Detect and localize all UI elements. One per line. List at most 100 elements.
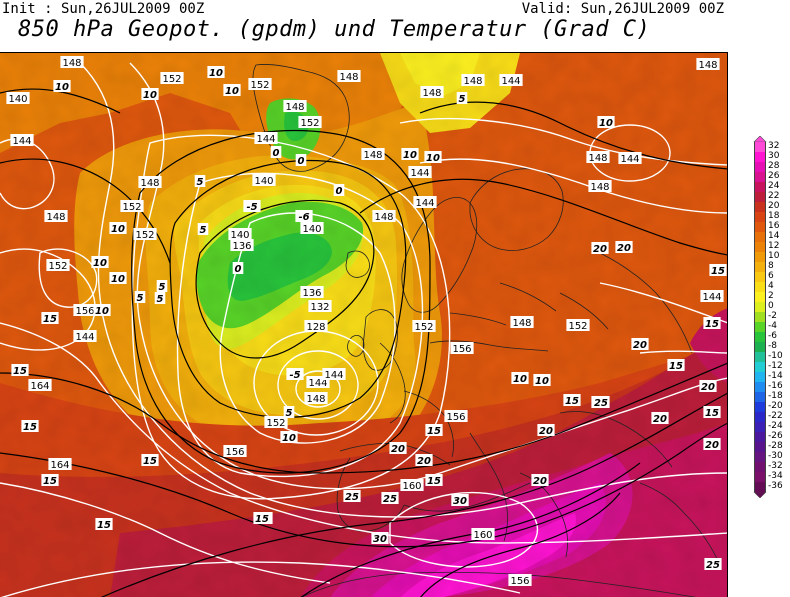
temperature-label-text: 10 xyxy=(599,118,613,129)
legend-swatch xyxy=(754,232,766,242)
geopotential-labels: 148 152 152 148 144 140 144 148 152 152 144 152 148 1… xyxy=(6,56,724,587)
legend-level: -36 xyxy=(748,481,790,492)
legend-swatch xyxy=(754,472,766,482)
geopotential-label-text: 136 xyxy=(302,288,321,299)
temperature-label: 15 xyxy=(667,359,685,372)
temperature-label-text: 10 xyxy=(426,153,440,164)
temperature-label: 15 xyxy=(703,406,721,419)
temperature-label: 5 xyxy=(283,406,295,419)
temperature-label: 15 xyxy=(709,264,727,277)
legend-swatch xyxy=(754,252,766,262)
temperature-label: 20 xyxy=(591,242,609,255)
legend-level: 18 xyxy=(748,211,790,222)
geopotential-label: 148 xyxy=(588,180,612,193)
temperature-label: 20 xyxy=(415,454,433,467)
legend-label: 28 xyxy=(768,161,780,171)
geopotential-label: 160 xyxy=(471,528,495,541)
temperature-label-text: 5 xyxy=(159,282,166,293)
legend-label: 16 xyxy=(768,221,780,231)
coastlines xyxy=(252,64,721,597)
temperature-label-text: 5 xyxy=(137,293,144,304)
geopotential-label: 152 xyxy=(412,320,436,333)
temperature-label-text: 0 xyxy=(235,264,242,275)
temperature-label: 20 xyxy=(631,338,649,351)
geopotential-label-text: 156 xyxy=(446,412,465,423)
temperature-label: 5 xyxy=(197,223,209,236)
geopotential-label-text: 140 xyxy=(8,94,27,105)
legend-label: -4 xyxy=(768,321,777,331)
legend-level: -26 xyxy=(748,431,790,442)
temperature-label: 20 xyxy=(537,424,555,437)
legend-swatch xyxy=(754,192,766,202)
legend-label: -36 xyxy=(768,481,783,491)
geopotential-label: 140 xyxy=(300,222,324,235)
legend-level: -16 xyxy=(748,381,790,392)
temperature-label: 5 xyxy=(154,292,166,305)
temperature-label: 10 xyxy=(207,66,225,79)
geopotential-label: 156 xyxy=(223,445,247,458)
temperature-label-text: 20 xyxy=(617,243,631,254)
geopotential-label: 156 xyxy=(444,410,468,423)
legend-label: -30 xyxy=(768,451,783,461)
temperature-label-text: 20 xyxy=(533,476,547,487)
legend-label: 12 xyxy=(768,241,780,251)
geopotential-label: 140 xyxy=(228,228,252,241)
geopotential-label: 144 xyxy=(413,196,437,209)
legend-level: -32 xyxy=(748,461,790,472)
temperature-label: 15 xyxy=(425,474,443,487)
temperature-label: 10 xyxy=(53,80,71,93)
geopotential-label: 148 xyxy=(420,86,444,99)
legend-label: -26 xyxy=(768,431,783,441)
temperature-label-text: 20 xyxy=(391,444,405,455)
temperature-label-text: 15 xyxy=(13,366,27,377)
legend-swatch xyxy=(754,292,766,302)
legend-label: 32 xyxy=(768,141,780,151)
geopotential-label-text: 144 xyxy=(501,76,520,87)
temperature-label: 5 xyxy=(456,92,468,105)
temperature-label: 20 xyxy=(651,412,669,425)
temperature-label-text: 25 xyxy=(706,560,720,571)
legend-label: 20 xyxy=(768,201,780,211)
temperature-label: 15 xyxy=(703,317,721,330)
temperature-label-text: 15 xyxy=(255,514,269,525)
legend-label: 10 xyxy=(768,251,780,261)
geopotential-label-text: 148 xyxy=(374,212,393,223)
geopotential-label: 148 xyxy=(44,210,68,223)
temperature-label-text: 10 xyxy=(111,274,125,285)
legend-level: -22 xyxy=(748,411,790,422)
geopotential-label: 144 xyxy=(73,330,97,343)
legend-swatch xyxy=(754,172,766,182)
geopotential-label: 140 xyxy=(6,92,30,105)
legend-swatch xyxy=(754,452,766,462)
temperature-label-text: 10 xyxy=(225,86,239,97)
map-canvas: 148 152 152 148 144 140 144 148 152 152 144 152 148 1… xyxy=(0,53,727,597)
geopotential-label-text: 144 xyxy=(410,168,429,179)
legend-swatch xyxy=(754,222,766,232)
legend-swatch xyxy=(754,442,766,452)
temperature-label-text: 15 xyxy=(705,319,719,330)
temperature-label: 10 xyxy=(141,88,159,101)
temperature-label-text: 15 xyxy=(711,266,725,277)
temperature-label: -6 xyxy=(295,210,313,223)
legend-level: -18 xyxy=(748,391,790,402)
legend-swatch xyxy=(754,382,766,392)
legend-level: -24 xyxy=(748,421,790,432)
temperature-label-text: 10 xyxy=(535,376,549,387)
legend-label: 8 xyxy=(768,261,774,271)
legend-level: -10 xyxy=(748,351,790,362)
geopotential-label: 148 xyxy=(60,56,84,69)
legend-level: 0 xyxy=(748,301,790,312)
temperature-field xyxy=(0,53,727,597)
legend-label: 0 xyxy=(768,301,774,311)
temperature-label-text: 5 xyxy=(286,408,293,419)
geopotential-label-text: 144 xyxy=(702,292,721,303)
legend-arrow-up xyxy=(753,136,767,142)
legend-swatch xyxy=(754,282,766,292)
legend-swatch xyxy=(754,392,766,402)
legend-label: 6 xyxy=(768,271,774,281)
legend-label: 14 xyxy=(768,231,780,241)
geopotential-label-text: 160 xyxy=(402,481,421,492)
geopotential-label-text: 152 xyxy=(162,74,181,85)
temperature-label: 30 xyxy=(371,532,389,545)
temperature-label-text: 30 xyxy=(373,534,387,545)
